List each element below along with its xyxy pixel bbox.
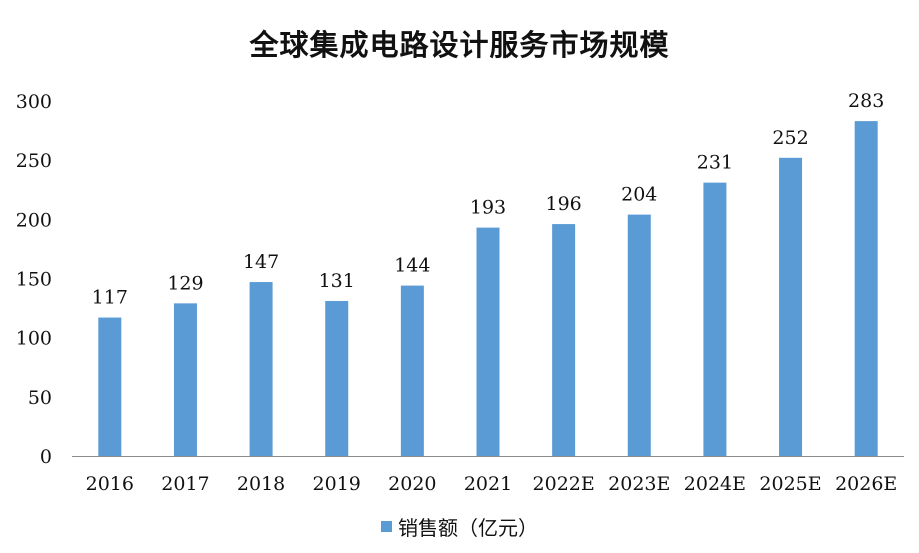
bar	[627, 214, 651, 456]
x-tick-label: 2019	[313, 473, 361, 495]
y-tick-label: 0	[40, 446, 52, 468]
bar	[552, 224, 576, 456]
data-label: 196	[546, 193, 582, 215]
data-label: 283	[848, 90, 884, 112]
legend: 销售额（亿元）	[0, 512, 919, 541]
data-label: 144	[394, 255, 430, 277]
bar	[703, 182, 727, 456]
x-tick-label: 2020	[388, 473, 436, 495]
legend-swatch	[381, 521, 392, 532]
x-tick-label: 2022E	[533, 473, 595, 495]
bar	[400, 285, 424, 456]
data-label: 252	[772, 127, 808, 149]
x-axis: 2016 2017 2018 2019 2020 2021 2022E 2023E 2024E 2…	[72, 456, 904, 495]
y-tick-label: 150	[16, 269, 52, 291]
data-label: 131	[319, 270, 355, 292]
y-tick-label: 50	[28, 387, 52, 409]
y-tick-label: 300	[16, 91, 52, 113]
y-tick-label: 200	[16, 209, 52, 231]
data-label: 193	[470, 197, 506, 219]
legend-label: 销售额（亿元）	[398, 516, 538, 540]
data-label: 147	[243, 251, 279, 273]
y-axis: 0 50 100 150 200 250 300	[16, 91, 52, 468]
bar-series	[98, 121, 878, 457]
x-tick-label: 2024E	[684, 473, 746, 495]
bar	[98, 317, 122, 456]
data-label: 204	[621, 184, 657, 206]
bar	[249, 282, 273, 456]
chart-title: 全球集成电路设计服务市场规模	[249, 28, 670, 62]
data-label: 129	[167, 272, 203, 294]
x-tick-label: 2026E	[835, 473, 897, 495]
bar	[325, 300, 349, 456]
x-tick-label: 2018	[237, 473, 285, 495]
x-tick-label: 2025E	[759, 473, 821, 495]
y-tick-label: 250	[16, 150, 52, 172]
x-tick-label: 2016	[86, 473, 134, 495]
y-tick-label: 100	[16, 328, 52, 350]
bar	[854, 121, 878, 456]
bar	[173, 303, 197, 456]
x-tick-label: 2017	[161, 473, 209, 495]
bar	[779, 157, 803, 457]
x-tick-label: 2023E	[608, 473, 670, 495]
bar	[476, 227, 500, 456]
data-labels: 117 129 147 131 144 193 196 204 231 252 283	[92, 90, 885, 308]
data-label: 117	[92, 287, 128, 309]
data-label: 231	[697, 152, 733, 174]
x-tick-label: 2021	[464, 473, 512, 495]
